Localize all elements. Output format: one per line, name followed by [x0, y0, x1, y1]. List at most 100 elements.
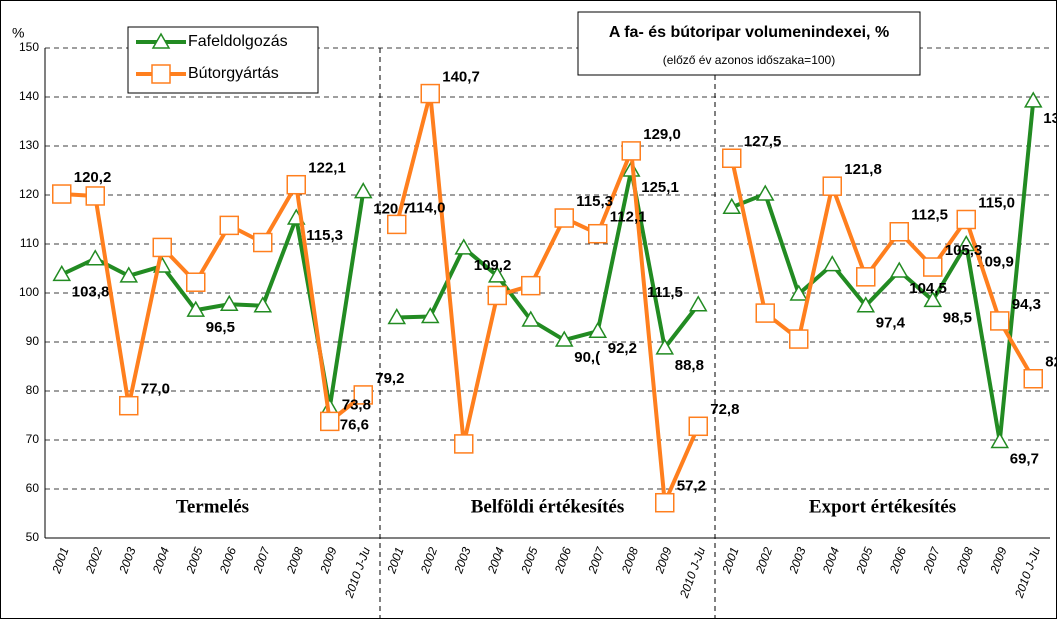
value-label: 125,1 — [641, 179, 679, 196]
point — [1023, 369, 1043, 389]
y-tick-label: 150 — [19, 40, 39, 54]
point — [1023, 91, 1043, 108]
point — [588, 321, 608, 338]
point — [554, 208, 574, 228]
value-label: 69,7 — [1010, 450, 1039, 467]
chart-title: A fa- és bútoripar volumenindexei, % — [609, 24, 889, 41]
point — [856, 296, 876, 313]
value-label: 96,5 — [206, 319, 235, 336]
y-tick-label: 100 — [19, 285, 39, 299]
point — [52, 184, 72, 204]
point — [521, 310, 541, 327]
point — [655, 338, 675, 355]
title-box — [577, 11, 921, 76]
point — [755, 303, 775, 323]
point — [253, 296, 273, 313]
chart-subtitle: (előző év azonos időszaka=100) — [663, 53, 835, 67]
value-label: 79,2 — [375, 370, 404, 387]
point — [420, 83, 440, 104]
point — [822, 176, 842, 196]
point — [588, 223, 608, 244]
value-label: 112,1 — [610, 209, 647, 226]
value-label: 94,3 — [1012, 296, 1041, 313]
point — [420, 307, 440, 324]
value-label: 129,0 — [643, 126, 681, 143]
series-line — [394, 91, 701, 505]
point — [353, 182, 373, 199]
y-tick-label: 50 — [26, 530, 40, 544]
value-label: 73,8 — [342, 396, 371, 413]
series-line — [731, 100, 1036, 444]
value-label: 92,2 — [608, 340, 637, 357]
annotation: 111,5 — [647, 284, 683, 301]
point — [889, 222, 909, 242]
value-label: 127,5 — [744, 133, 782, 150]
point — [789, 329, 809, 349]
value-label: 139,2 — [1043, 110, 1057, 127]
point — [320, 411, 340, 432]
value-label: 104,5 — [909, 280, 947, 297]
point — [487, 266, 507, 283]
y-tick-label: 130 — [19, 138, 39, 152]
value-label: 114,0 — [409, 199, 446, 216]
point — [85, 186, 105, 206]
point — [186, 300, 206, 317]
point — [152, 237, 172, 258]
value-label: 122,1 — [308, 160, 346, 177]
point — [990, 431, 1010, 449]
point — [387, 214, 407, 235]
value-label: 72,8 — [710, 401, 739, 418]
legend-marker — [151, 32, 171, 49]
point — [454, 434, 474, 454]
series-line — [61, 182, 365, 424]
value-label: 120,2 — [74, 169, 112, 186]
point — [521, 275, 541, 296]
point — [688, 295, 708, 312]
value-label: 140,7 — [442, 69, 480, 86]
point — [454, 238, 474, 255]
value-label: 98,5 — [943, 309, 972, 326]
point — [52, 264, 72, 282]
point — [353, 385, 373, 405]
point — [85, 249, 105, 266]
group-label: Export értékesítés — [809, 496, 956, 517]
point — [487, 285, 507, 306]
value-label: 103,8 — [72, 283, 110, 300]
y-tick-label: 90 — [26, 334, 40, 348]
legend-label: Fafeldolgozás — [188, 33, 288, 50]
value-label: 115,0 — [978, 194, 1015, 211]
point — [956, 209, 976, 230]
value-label: 109,2 — [474, 257, 512, 274]
value-label: 109,9 — [976, 253, 1014, 270]
point — [253, 232, 273, 253]
point — [219, 294, 239, 312]
value-label: 105,3 — [945, 242, 983, 259]
point — [119, 395, 139, 416]
legend-marker — [151, 64, 171, 84]
value-label: 82,5 — [1045, 354, 1057, 371]
value-label: 97,4 — [876, 315, 906, 332]
value-label: 88,8 — [675, 357, 704, 374]
point — [923, 290, 943, 308]
point — [755, 184, 775, 201]
point — [186, 272, 206, 292]
y-tick-label: 120 — [19, 187, 39, 201]
point — [722, 148, 742, 168]
point — [286, 174, 306, 195]
value-label: 115,3 — [576, 193, 613, 210]
y-tick-label: 140 — [19, 89, 39, 103]
point — [990, 311, 1010, 331]
point — [688, 416, 708, 437]
point — [822, 255, 842, 272]
point — [856, 267, 876, 287]
group-label: Belföldi értékesítés — [471, 496, 625, 517]
y-tick-label: 110 — [20, 236, 39, 250]
point — [655, 492, 675, 513]
value-label: 77,0 — [141, 381, 170, 398]
y-tick-label: 80 — [26, 383, 40, 397]
y-label: % — [12, 25, 24, 41]
y-tick-label: 60 — [26, 481, 40, 495]
point — [387, 307, 407, 325]
value-label: 76,6 — [340, 417, 369, 434]
